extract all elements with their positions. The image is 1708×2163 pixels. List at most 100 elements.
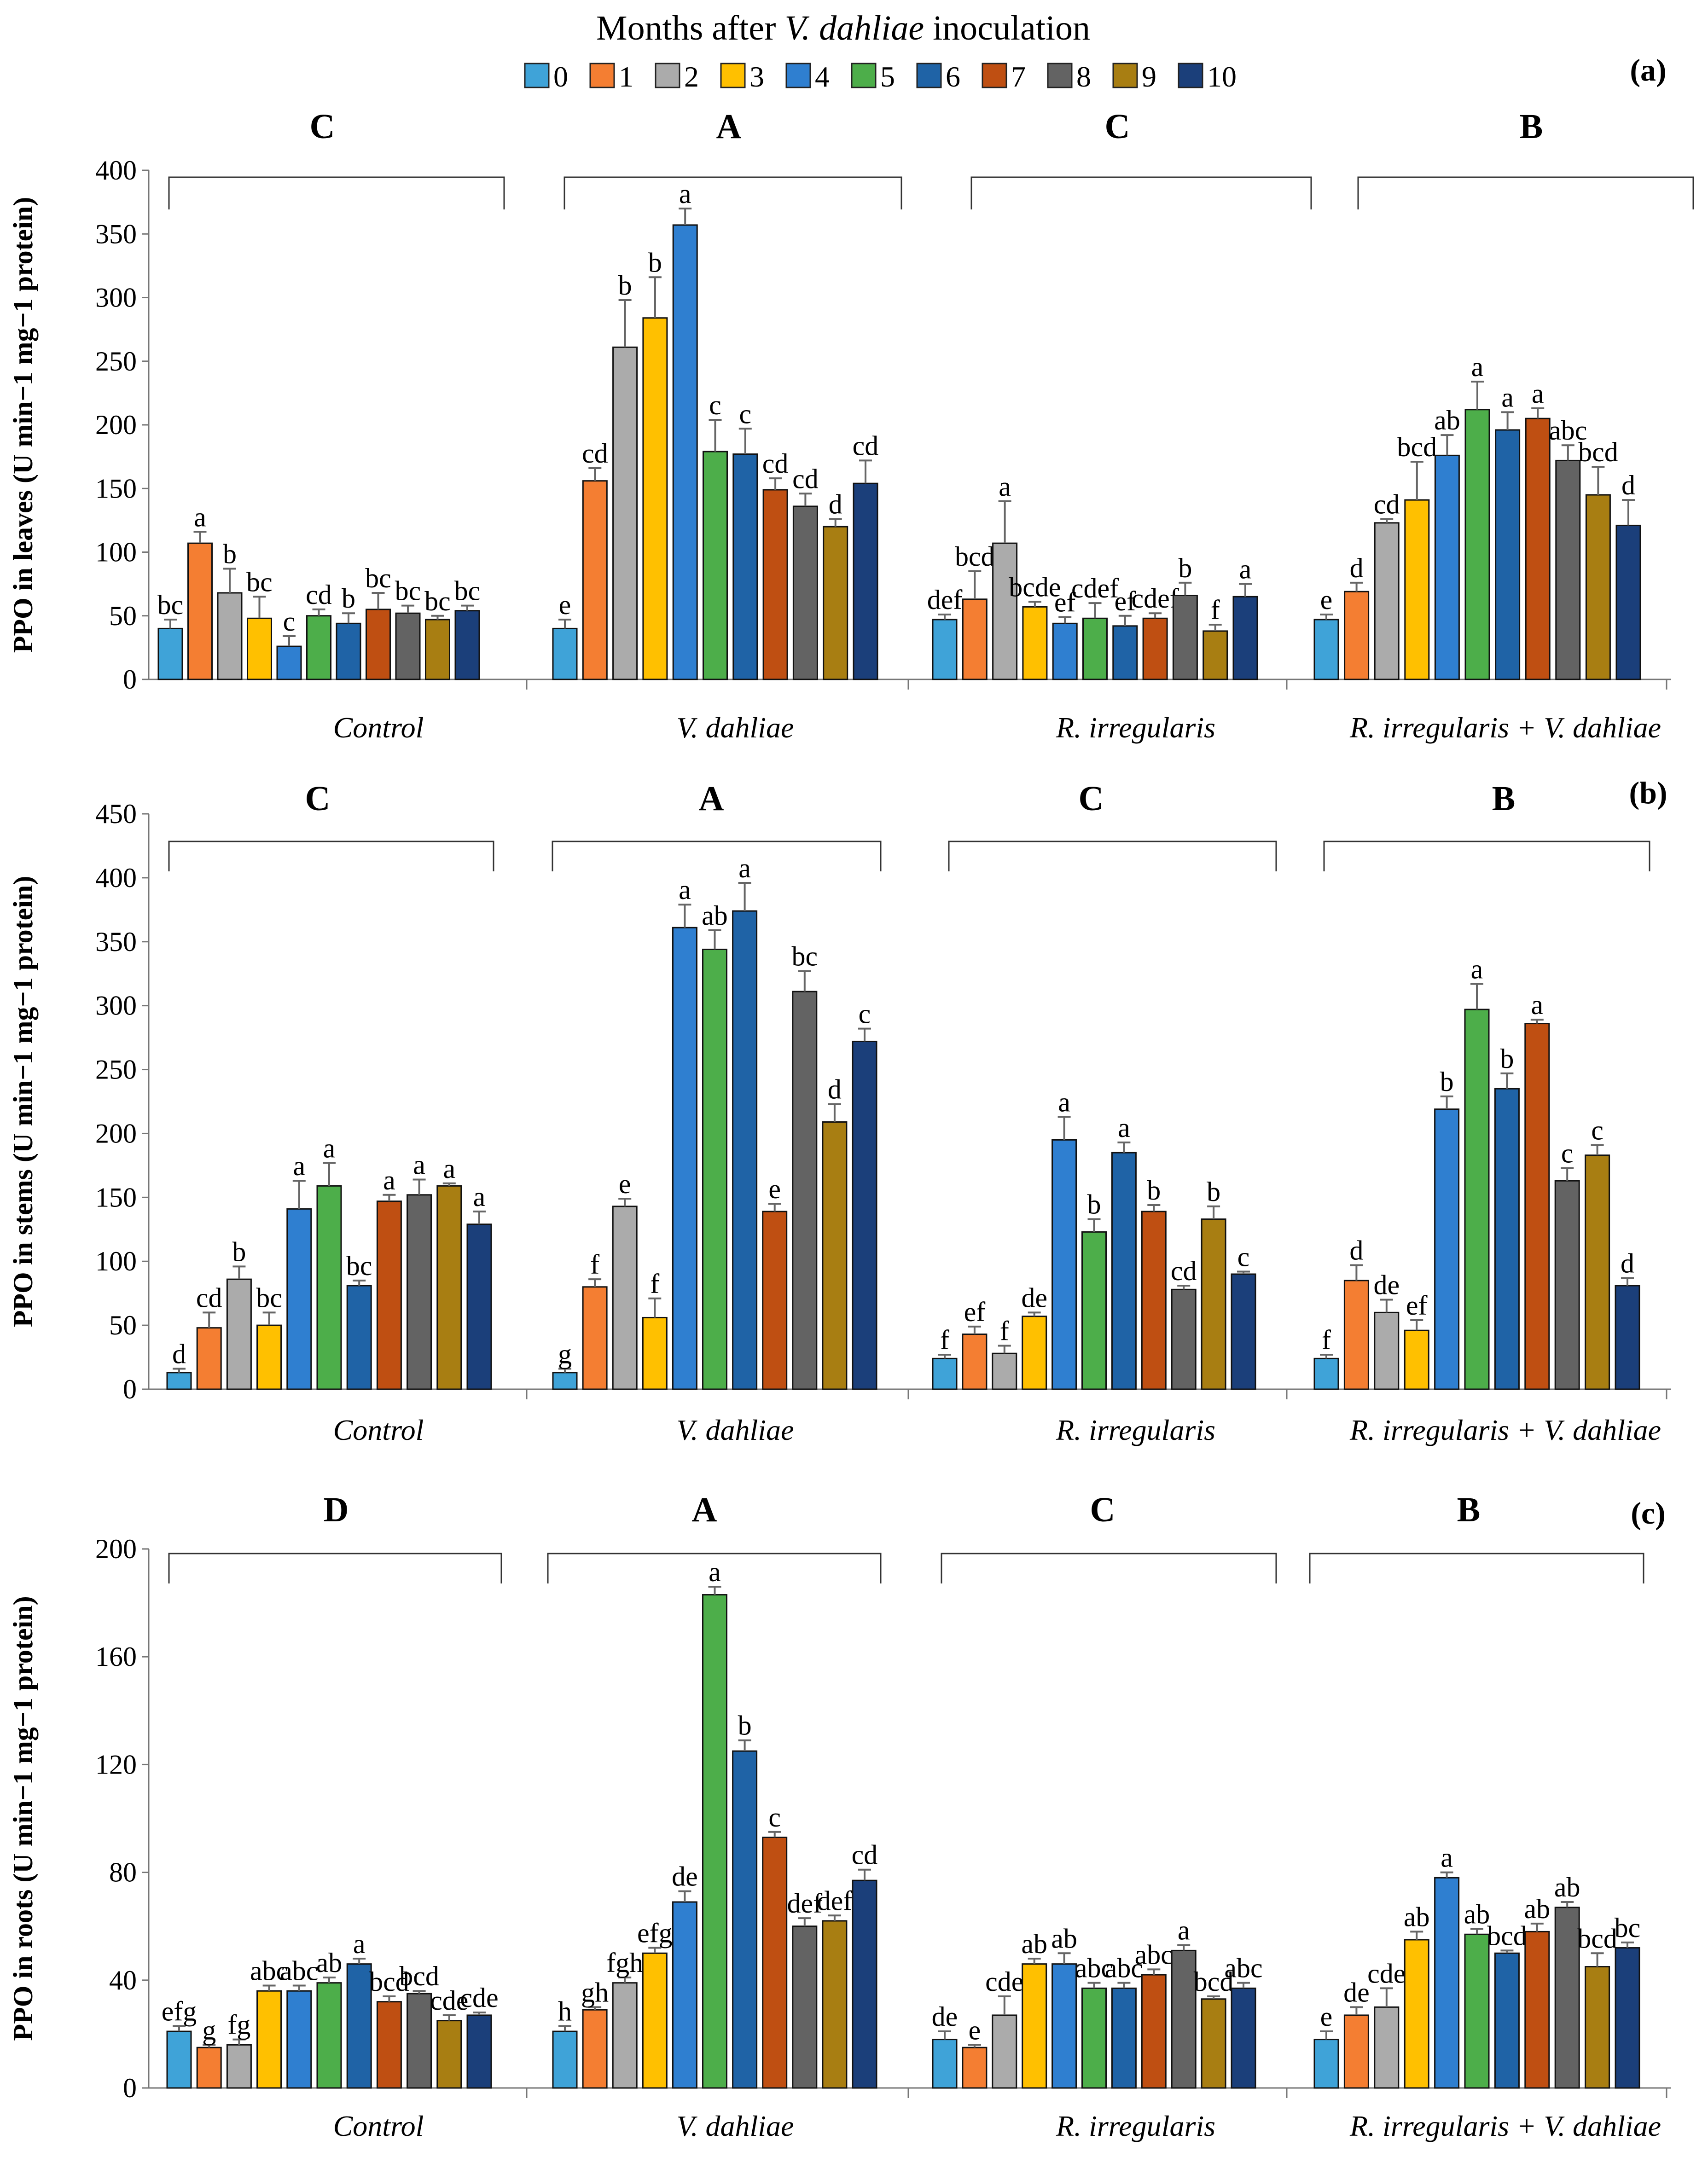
y-tick-label: 350 <box>95 927 137 957</box>
y-tick-label: 150 <box>95 473 137 504</box>
bar-significance-label: c <box>709 390 721 420</box>
bar-significance-label: g <box>202 2015 216 2045</box>
bar <box>703 451 728 680</box>
legend-swatch-4 <box>785 63 811 88</box>
group-4: BR. irregularis + V. dahliaeedecdeabaabb… <box>1309 1490 1661 2142</box>
bar <box>1111 1987 1137 2089</box>
bar-significance-label: a <box>1058 1087 1070 1117</box>
bar <box>187 542 213 680</box>
group-label: V. dahliae <box>677 1414 794 1446</box>
group-significance-letter: C <box>1105 107 1130 146</box>
bar <box>762 1211 788 1390</box>
chart-panels: (a) PPO in leaves (U min−1 mg−1 protein) 0… <box>8 52 1694 2142</box>
bar <box>1434 454 1460 680</box>
group-bracket <box>168 1553 502 1583</box>
group-significance-letter: C <box>305 779 331 818</box>
group-bracket <box>552 841 882 871</box>
bar <box>1524 1931 1550 2089</box>
bar <box>612 346 638 680</box>
bar <box>762 489 788 680</box>
bar-significance-label: d <box>172 1339 186 1369</box>
bar-significance-label: a <box>1531 990 1543 1020</box>
bar-significance-label: ab <box>702 900 728 931</box>
bar <box>346 1285 372 1390</box>
bar <box>196 1327 222 1390</box>
y-tick-label: 0 <box>123 1374 137 1404</box>
y-tick-label: 200 <box>95 1534 137 1564</box>
bar <box>992 542 1018 680</box>
bar-significance-label: f <box>940 1325 949 1355</box>
bar <box>1171 1949 1197 2089</box>
bar <box>1081 1987 1107 2089</box>
bar-significance-label: def <box>927 585 963 615</box>
bar-significance-label: f <box>1322 1325 1331 1355</box>
bar <box>612 1206 638 1390</box>
bar <box>1374 1311 1400 1390</box>
group-label: V. dahliae <box>677 711 794 744</box>
group-significance-letter: A <box>716 107 742 146</box>
bar <box>1585 1154 1610 1390</box>
bar <box>932 619 958 680</box>
bar <box>1525 418 1551 680</box>
group-label: Control <box>333 2110 424 2142</box>
bar <box>1404 1329 1429 1390</box>
legend-label-6: 6 <box>946 60 960 93</box>
bar <box>1313 1357 1339 1390</box>
bar-significance-label: c <box>768 1802 781 1832</box>
bar <box>1464 409 1490 680</box>
bar-significance-label: e <box>768 1174 781 1204</box>
bar-significance-label: a <box>679 875 691 905</box>
bar <box>196 2047 222 2089</box>
bar <box>1022 1316 1047 1390</box>
bar-significance-label: f <box>590 1249 599 1280</box>
group-significance-letter: A <box>692 1490 717 1529</box>
bar <box>582 480 608 680</box>
bar <box>1022 1963 1047 2089</box>
bar <box>1141 1211 1167 1390</box>
bar <box>1494 1088 1520 1390</box>
legend-swatch-3 <box>720 63 746 88</box>
group-4: BR. irregularis + V. dahliaefddeefbabacc… <box>1313 779 1661 1446</box>
bar <box>1111 1152 1137 1390</box>
bar <box>166 2030 192 2089</box>
y-tick-label: 50 <box>109 601 137 631</box>
bar-significance-label: de <box>1373 1270 1400 1300</box>
panel-tag: (b) <box>1629 775 1667 810</box>
bar <box>552 1372 578 1390</box>
bar <box>425 619 450 680</box>
bar-significance-label: bc <box>454 576 481 606</box>
y-tick-label: 200 <box>95 410 137 440</box>
bar <box>1141 1974 1167 2089</box>
bar-significance-label: a <box>1178 1915 1190 1946</box>
bar-significance-label: c <box>1561 1138 1574 1168</box>
bar <box>992 1352 1017 1390</box>
bar <box>1052 1963 1077 2089</box>
bar <box>1554 1180 1580 1390</box>
group-significance-letter: C <box>1090 1490 1115 1529</box>
bar <box>376 1200 402 1390</box>
bar <box>276 645 302 680</box>
bar-significance-label: cd <box>196 1282 222 1313</box>
y-tick-label: 200 <box>95 1118 137 1148</box>
legend-swatch-10 <box>1178 63 1203 88</box>
bar-significance-label: cd <box>852 1840 878 1870</box>
y-axis-label: PPO in leaves (U min−1 mg−1 protein) <box>8 197 38 653</box>
group-bracket <box>547 1553 882 1583</box>
bar <box>702 948 727 1390</box>
legend-label-8: 8 <box>1076 60 1091 93</box>
y-tick-label: 300 <box>95 991 137 1021</box>
y-tick-label: 400 <box>95 155 137 186</box>
bar-significance-label: abc <box>1549 415 1587 446</box>
group-bracket <box>948 841 1277 871</box>
bar-significance-label: b <box>618 270 632 301</box>
legend-label-9: 9 <box>1142 60 1156 93</box>
legend-label-4: 4 <box>815 60 830 93</box>
bar <box>732 910 758 1390</box>
bar <box>1142 617 1168 680</box>
bar <box>852 1879 877 2089</box>
y-tick-label: 50 <box>109 1310 137 1340</box>
group-bracket <box>564 176 902 209</box>
